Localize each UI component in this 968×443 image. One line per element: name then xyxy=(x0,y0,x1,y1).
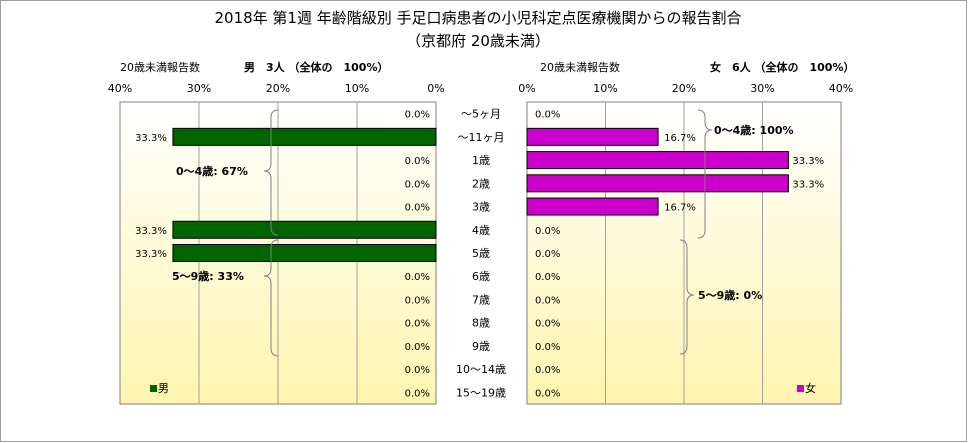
male-tick-label: 30% xyxy=(187,82,211,95)
female-value-label: 0.0% xyxy=(535,342,560,353)
male-value-label: 0.0% xyxy=(405,365,430,376)
female-brace-label-5-9: 5～9歳: 0% xyxy=(698,288,762,302)
male-bar xyxy=(172,220,437,239)
male-bar xyxy=(172,127,437,146)
female-legend-label: 女 xyxy=(805,381,816,395)
male-value-label: 33.3% xyxy=(135,133,167,144)
female-bar xyxy=(526,174,789,193)
female-bar xyxy=(526,197,659,216)
female-axis-ticks: 0% 10% 20% 30% 40% xyxy=(518,82,853,95)
male-tick-label: 10% xyxy=(345,82,369,95)
male-value-label: 0.0% xyxy=(405,156,430,167)
male-brace-0-4 xyxy=(263,109,279,236)
female-header-count-label: 20歳未満報告数 xyxy=(540,61,620,74)
male-brace-5-9 xyxy=(263,239,279,357)
male-tick-label: 0% xyxy=(427,82,444,95)
female-value-label: 0.0% xyxy=(535,388,560,399)
age-category-label: ～11ヶ月 xyxy=(458,131,505,144)
male-value-label: 0.0% xyxy=(405,319,430,330)
male-value-label: 33.3% xyxy=(135,226,167,237)
male-brace-label-0-4: 0～4歳: 67% xyxy=(176,164,248,178)
female-tick-label: 40% xyxy=(829,82,853,95)
female-value-label: 0.0% xyxy=(535,249,560,260)
age-category-label: 4歳 xyxy=(472,224,490,237)
age-category-labels: ～5ヶ月 ～11ヶ月 1歳 2歳 3歳 4歳 5歳 6歳 7歳 8歳 9歳 10～14歳 15～19歳 xyxy=(456,108,506,400)
male-panel: 20歳未満報告数 男 3人 （全体の 100%） 40% 30% 20% 10% 0% … xyxy=(108,60,445,405)
male-legend-swatch xyxy=(150,385,157,392)
age-category-label: 5歳 xyxy=(472,247,490,260)
female-header-summary: 女 6人 （全体の 100%） xyxy=(710,60,854,74)
female-value-labels: 0.0% 16.7% 33.3% 33.3% 16.7% 0.0% 0.0% 0.0% 0.0%… xyxy=(535,110,824,400)
age-category-label: 3歳 xyxy=(472,201,490,214)
female-value-label: 33.3% xyxy=(792,179,824,190)
male-value-label: 33.3% xyxy=(135,249,167,260)
male-brace-label-5-9: 5～9歳: 33% xyxy=(172,269,244,283)
male-value-label: 0.0% xyxy=(405,203,430,214)
male-value-labels: 0.0% 33.3% 0.0% 0.0% 0.0% 33.3% 33.3% 0.0% 0.0% 0… xyxy=(135,110,430,400)
male-tick-label: 40% xyxy=(108,82,132,95)
male-value-label: 0.0% xyxy=(405,295,430,306)
age-category-label: 10～14歳 xyxy=(456,363,506,376)
female-value-label: 0.0% xyxy=(535,226,560,237)
female-bars xyxy=(526,127,789,216)
female-value-label: 0.0% xyxy=(535,110,560,121)
male-header-count-label: 20歳未満報告数 xyxy=(120,61,200,74)
female-brace-0-4 xyxy=(697,109,713,239)
male-value-label: 0.0% xyxy=(405,388,430,399)
female-brace-5-9 xyxy=(679,239,695,355)
female-value-label: 0.0% xyxy=(535,272,560,283)
female-panel: 20歳未満報告数 女 6人 （全体の 100%） 0% 10% 20% 30% 40% … xyxy=(518,60,854,405)
age-category-label: 2歳 xyxy=(472,177,490,190)
male-tick-label: 20% xyxy=(266,82,290,95)
age-category-label: 9歳 xyxy=(472,340,490,353)
female-bar xyxy=(526,127,659,146)
female-brace-label-0-4: 0～4歳: 100% xyxy=(714,123,794,137)
chart-subtitle: （京都府 20歳未満） xyxy=(406,32,550,50)
female-value-label: 33.3% xyxy=(792,156,824,167)
female-legend-swatch xyxy=(797,385,804,392)
female-tick-label: 20% xyxy=(672,82,696,95)
female-value-label: 16.7% xyxy=(664,133,696,144)
female-tick-label: 10% xyxy=(593,82,617,95)
age-category-label: 15～19歳 xyxy=(456,386,506,399)
male-bar xyxy=(172,244,437,262)
female-value-label: 0.0% xyxy=(535,295,560,306)
age-category-label: 8歳 xyxy=(472,317,490,330)
female-value-label: 0.0% xyxy=(535,319,560,330)
male-value-label: 0.0% xyxy=(405,110,430,121)
male-bars xyxy=(172,127,437,262)
male-value-label: 0.0% xyxy=(405,179,430,190)
male-value-label: 0.0% xyxy=(405,342,430,353)
age-category-label: 7歳 xyxy=(472,293,490,306)
chart-title: 2018年 第1週 年齢階級別 手足口病患者の小児科定点医療機関からの報告割合 xyxy=(214,9,741,27)
female-value-label: 0.0% xyxy=(535,365,560,376)
female-value-label: 16.7% xyxy=(664,203,696,214)
male-legend-label: 男 xyxy=(158,382,169,395)
female-bar xyxy=(526,151,789,170)
age-category-label: 6歳 xyxy=(472,270,490,283)
female-tick-label: 0% xyxy=(518,82,535,95)
male-value-label: 0.0% xyxy=(405,272,430,283)
female-tick-label: 30% xyxy=(750,82,774,95)
male-header-summary: 男 3人 （全体の 100%） xyxy=(244,60,388,74)
age-category-label: 1歳 xyxy=(472,154,490,167)
age-category-label: ～5ヶ月 xyxy=(461,108,501,121)
male-axis-ticks: 40% 30% 20% 10% 0% xyxy=(108,82,445,95)
